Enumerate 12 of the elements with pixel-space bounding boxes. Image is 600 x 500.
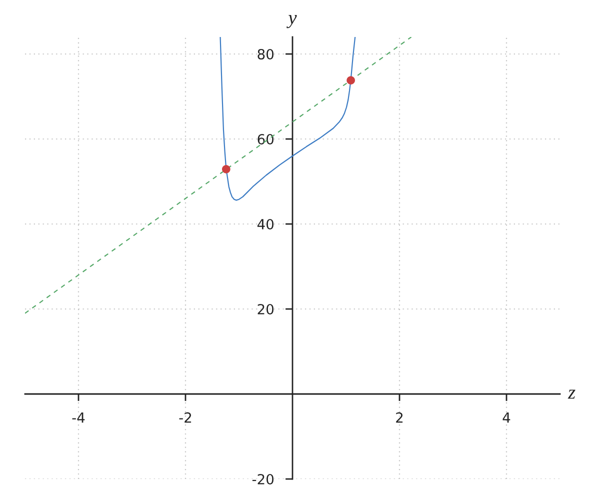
x-tick-label: 4: [502, 412, 510, 423]
y-tick-label: 60: [258, 134, 274, 144]
y-tick-label: 80: [258, 48, 274, 60]
x-tick-label: -4: [72, 412, 85, 423]
x-tick-label: -2: [179, 412, 192, 423]
y-tick-label: -20: [252, 474, 274, 484]
y-axis-title: y: [286, 15, 297, 28]
x-axis-title: z: [568, 390, 576, 399]
y-tick-label: 20: [258, 304, 274, 314]
y-tick-label: 40: [257, 218, 274, 230]
line-series: [220, 37, 356, 201]
x-tick-label: 2: [396, 412, 403, 423]
